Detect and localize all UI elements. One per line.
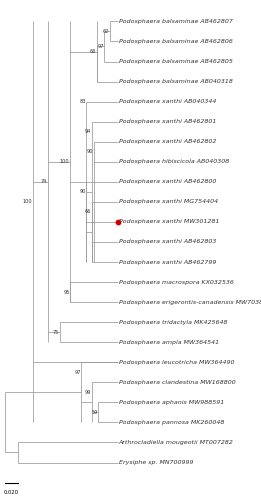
Text: Podosphaera balsaminae AB462807: Podosphaera balsaminae AB462807 <box>119 19 233 24</box>
Text: 74: 74 <box>41 180 47 184</box>
Text: Podosphaera xanthi AB462799: Podosphaera xanthi AB462799 <box>119 260 216 264</box>
Text: Podosphaera xanthi MG754404: Podosphaera xanthi MG754404 <box>119 200 218 204</box>
Text: Podosphaera balsaminae AB462806: Podosphaera balsaminae AB462806 <box>119 39 233 44</box>
Text: Podosphaera xanthi MW301281: Podosphaera xanthi MW301281 <box>119 220 219 224</box>
Text: 90: 90 <box>79 190 86 194</box>
Text: 66: 66 <box>85 210 91 214</box>
Text: 0.020: 0.020 <box>4 490 19 494</box>
Text: 62: 62 <box>103 29 109 34</box>
Text: Podosphaera xanthi AB462802: Podosphaera xanthi AB462802 <box>119 139 216 144</box>
Text: Podosphaera macrospora KX032536: Podosphaera macrospora KX032536 <box>119 280 234 284</box>
Text: Podosphaera ampla MW364541: Podosphaera ampla MW364541 <box>119 340 219 344</box>
Text: 100: 100 <box>23 200 32 204</box>
Text: Erysiphe sp. MN700999: Erysiphe sp. MN700999 <box>119 460 193 465</box>
Text: Podosphaera tridactyla MK425648: Podosphaera tridactyla MK425648 <box>119 320 227 324</box>
Text: Podosphaera balsaminae AB040318: Podosphaera balsaminae AB040318 <box>119 79 233 84</box>
Text: 83: 83 <box>79 99 86 104</box>
Text: 99: 99 <box>85 390 91 395</box>
Text: 97: 97 <box>74 370 81 375</box>
Text: Podosphaera clandestina MW168800: Podosphaera clandestina MW168800 <box>119 380 235 385</box>
Text: Podosphaera pannosa MK260048: Podosphaera pannosa MK260048 <box>119 420 224 425</box>
Text: 66: 66 <box>90 49 96 54</box>
Text: Podosphaera xanthi AB462803: Podosphaera xanthi AB462803 <box>119 240 216 244</box>
Text: Arthrocladiella mougeotii MT007282: Arthrocladiella mougeotii MT007282 <box>119 440 234 445</box>
Text: Podosphaera xanthi AB462801: Podosphaera xanthi AB462801 <box>119 119 216 124</box>
Text: Podosphaera erigerontis-canadensis MW703889: Podosphaera erigerontis-canadensis MW703… <box>119 300 261 304</box>
Text: 97: 97 <box>97 44 104 49</box>
Text: Podosphaera leucotricha MW364490: Podosphaera leucotricha MW364490 <box>119 360 234 365</box>
Text: 59: 59 <box>91 410 98 415</box>
Text: 94: 94 <box>85 129 91 134</box>
Text: 75: 75 <box>53 330 59 334</box>
Text: Podosphaera xanthi AB462800: Podosphaera xanthi AB462800 <box>119 180 216 184</box>
Text: Podosphaera balsaminae AB462805: Podosphaera balsaminae AB462805 <box>119 59 233 64</box>
Text: Podosphaera aphanis MW988591: Podosphaera aphanis MW988591 <box>119 400 224 405</box>
Text: Podosphaera xanthi AB040344: Podosphaera xanthi AB040344 <box>119 99 216 104</box>
Text: 100: 100 <box>60 160 70 164</box>
Text: Podosphaera hibiscicola AB040308: Podosphaera hibiscicola AB040308 <box>119 160 229 164</box>
Text: 90: 90 <box>87 150 94 154</box>
Text: 95: 95 <box>63 290 70 294</box>
